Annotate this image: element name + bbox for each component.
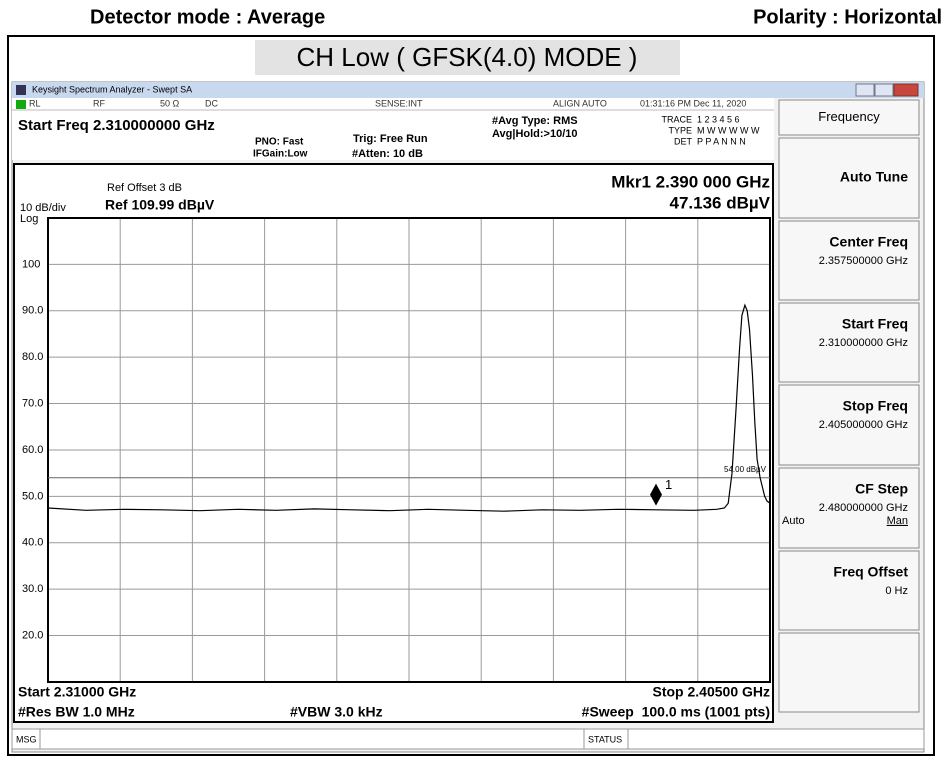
softkey [778,99,920,136]
status-rf: RF [93,98,105,108]
scale: 10 dB/div [20,202,66,214]
log-label: Log [20,213,38,225]
det-label: DET [674,136,693,146]
trace-label: TRACE [661,114,692,124]
detector-mode: Detector mode : Average [90,6,325,28]
trigger: Trig: Free Run [353,133,428,145]
start-frequency: Start 2.31000 GHz [18,684,136,700]
softkey [778,302,920,383]
softkey [778,550,920,631]
status-flag [16,100,26,109]
softkey-label: Center Freq [829,234,908,250]
softkey-header: Frequency [818,109,880,124]
title-box [255,40,680,75]
rbw: #Res BW 1.0 MHz [18,704,135,720]
detectors: P P A N N N [697,136,746,146]
softkey [778,467,920,549]
y-tick-label: 80.0 [22,351,43,363]
softkey-label: Start Freq [842,316,908,332]
softkey [778,220,920,301]
softkey [778,137,920,219]
status-datetime: 01:31:16 PM Dec 11, 2020 [640,98,746,108]
y-tick-label: 30.0 [22,583,43,595]
marker-label: 1 [665,477,672,492]
softkey-option: Man [887,515,908,527]
softkey [778,384,920,466]
y-tick-label: 40.0 [22,537,43,549]
maximize-button [874,83,894,97]
pno: PNO: Fast [255,137,304,148]
display-area [13,163,774,723]
frame [7,35,935,756]
softkey-label: Freq Offset [833,564,908,580]
minimize-button [855,83,875,97]
softkey-value: 2.357500000 GHz [819,255,908,267]
status-align: ALIGN AUTO [553,98,607,108]
settings-panel [12,98,774,160]
status-coupling: DC [205,98,218,108]
title: CH Low ( GFSK(4.0) MODE ) [297,42,638,72]
msg-label: MSG [16,734,37,744]
softkey-value: 0 Hz [885,585,908,597]
trace [47,303,771,512]
status-impedance: 50 Ω [160,98,180,108]
status-bar [11,728,925,750]
softkey-label: CF Step [855,481,908,497]
y-tick-label: 60.0 [22,444,43,456]
avg-hold: Avg|Hold:>10/10 [492,128,578,140]
status-rl: RL [29,98,41,108]
status-sense: SENSE:INT [375,98,423,108]
type-label: TYPE [668,125,692,135]
softkey [778,632,920,713]
plot: 100 90.0 80.0 70.0 60.0 50.0 40.0 30.0 20.0 54.00… [22,217,771,683]
close-button [893,83,919,97]
marker-level: 47.136 dBµV [669,193,770,212]
window-title: Keysight Spectrum Analyzer - Swept SA [32,84,192,94]
y-tick-label: 50.0 [22,490,43,502]
marker [650,483,662,506]
softkey-value: 2.480000000 GHz [819,502,908,514]
display-line-label: 54.00 dBµV [724,465,767,474]
ref-level: Ref 109.99 dBµV [105,197,215,213]
ifgain: IFGain:Low [253,149,308,160]
ref-offset: Ref Offset 3 dB [107,182,182,194]
sweep: #Sweep 100.0 ms (1001 pts) [582,704,770,720]
trace-numbers: 1 2 3 4 5 6 [697,114,740,124]
status-label: STATUS [588,734,622,744]
softkey-panel: Frequency Auto Tune Center Freq 2.357500000… [778,99,920,713]
softkey-value: 2.310000000 GHz [819,337,908,349]
polarity: Polarity : Horizontal [753,6,942,28]
start-freq-setting: Start Freq 2.310000000 GHz [18,117,215,134]
y-tick-label: 90.0 [22,305,43,317]
softkey-label: Stop Freq [843,398,908,414]
y-tick-label: 20.0 [22,629,43,641]
stop-frequency: Stop 2.40500 GHz [653,684,771,700]
y-tick-label: 100 [22,258,40,270]
vbw: #VBW 3.0 kHz [290,704,383,720]
avg-type: #Avg Type: RMS [492,115,578,127]
softkey-label: Auto Tune [840,169,908,185]
plot-border [47,217,771,683]
softkey-value: 2.405000000 GHz [819,419,908,431]
y-tick-label: 70.0 [22,397,43,409]
app-icon [16,85,26,95]
softkey-option: Auto [782,515,805,527]
marker-frequency: Mkr1 2.390 000 GHz [611,172,770,191]
title-bar [12,82,924,98]
trace-types: M W W W W W [697,125,760,135]
attenuation: #Atten: 10 dB [352,148,423,160]
